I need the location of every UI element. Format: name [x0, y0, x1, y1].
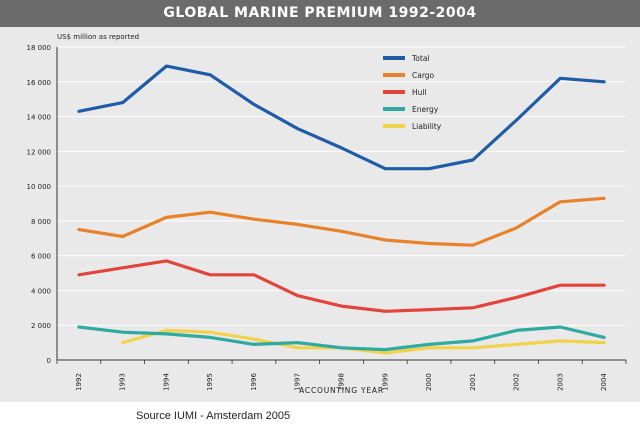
y-tick-label: 14 000 — [27, 114, 52, 122]
x-tick-label: 2003 — [556, 373, 564, 391]
y-tick-label: 16 000 — [27, 79, 52, 87]
y-tick-label: 0 — [47, 357, 51, 365]
y-tick-label: 12 000 — [27, 148, 52, 156]
y-tick-label: 18 000 — [27, 44, 52, 52]
y-tick-label: 8 000 — [31, 218, 51, 226]
y-tick-label: 6 000 — [31, 253, 51, 261]
series-line-liability — [121, 328, 606, 355]
x-tick-label: 1997 — [294, 373, 302, 391]
y-tick-label: 2 000 — [31, 322, 51, 330]
x-tick-label: 1993 — [119, 373, 127, 391]
x-tick-label: 1994 — [162, 373, 170, 391]
legend-label-hull: Hull — [412, 88, 427, 97]
legend-label-energy: Energy — [412, 105, 439, 114]
legend-label-total: Total — [411, 54, 430, 63]
x-tick-label: 1992 — [75, 373, 83, 391]
series-line-energy — [77, 325, 606, 352]
x-tick-label: 1996 — [250, 373, 258, 391]
x-tick-label: 2000 — [425, 373, 433, 391]
x-tick-label: 2001 — [469, 373, 477, 391]
chart-title: GLOBAL MARINE PREMIUM 1992-2004 — [0, 0, 640, 27]
y-tick-label: 4 000 — [31, 287, 51, 295]
legend-label-liability: Liability — [412, 122, 442, 131]
x-tick-label: 2002 — [513, 373, 521, 391]
series-line-total — [77, 64, 606, 171]
x-tick-label: 1999 — [381, 373, 389, 391]
chart-panel — [0, 27, 640, 402]
series-line-cargo — [77, 196, 606, 247]
x-tick-label: 1998 — [338, 373, 346, 391]
source-note: Source IUMI - Amsterdam 2005 — [136, 410, 291, 422]
legend-label-cargo: Cargo — [412, 71, 435, 80]
y-axis-label: US$ million as reported — [57, 33, 139, 41]
x-tick-label: 2004 — [600, 373, 608, 391]
y-tick-label: 10 000 — [27, 183, 52, 191]
x-axis-label: ACCOUNTING YEAR — [299, 386, 384, 395]
series-line-hull — [77, 259, 606, 313]
x-tick-label: 1995 — [206, 373, 214, 391]
